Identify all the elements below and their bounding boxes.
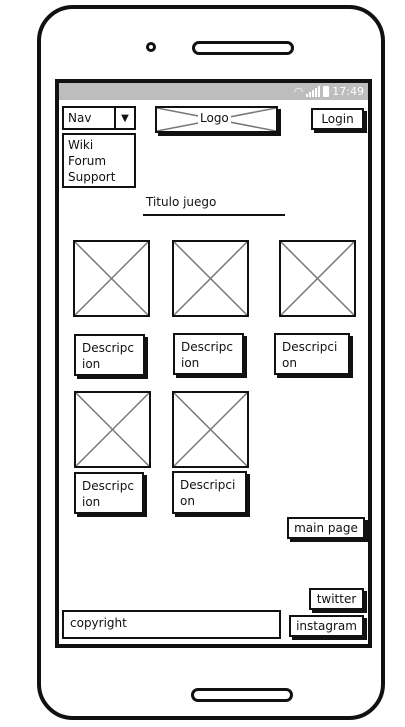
signal-icon [306,86,321,97]
nav-menu: Wiki Forum Support [62,133,136,188]
login-button[interactable]: Login [311,108,364,130]
game-description-3: Descripcion [274,333,350,375]
game-image-1[interactable] [73,240,150,317]
chevron-down-icon[interactable]: ▼ [114,108,134,128]
twitter-button[interactable]: twitter [309,588,364,610]
image-placeholder-icon [281,242,354,315]
speaker-slot [192,41,294,55]
status-time: 17:49 [332,85,364,98]
nav-dropdown[interactable]: Nav ▼ [62,106,136,130]
game-description-1: Descripcion [74,334,145,376]
image-placeholder-icon [174,242,247,315]
page-title: Titulo juego [146,195,217,209]
nav-menu-item-support[interactable]: Support [68,170,116,184]
game-image-5[interactable] [172,391,249,468]
game-description-5: Descripcion [172,471,247,514]
image-placeholder-icon [76,393,149,466]
home-button[interactable] [191,688,293,702]
wifi-icon: ◠ [293,85,304,98]
image-placeholder-icon [75,242,148,315]
nav-label: Nav [68,111,92,125]
logo-label: Logo [198,111,231,125]
copyright-text: copyright [62,610,281,639]
game-image-2[interactable] [172,240,249,317]
logo[interactable]: Logo [155,106,278,133]
instagram-button[interactable]: instagram [289,615,364,637]
camera-icon [146,42,156,52]
battery-icon [323,86,330,97]
title-underline [143,214,285,216]
nav-menu-item-wiki[interactable]: Wiki [68,138,94,152]
status-bar: ◠ 17:49 [59,83,368,100]
game-image-4[interactable] [74,391,151,468]
phone-screen: ◠ 17:49 Nav ▼ Wiki Forum Support Logo Lo… [55,79,372,648]
game-description-4: Descripcion [74,472,144,514]
game-description-2: Descripcion [173,333,244,375]
game-image-3[interactable] [279,240,356,317]
nav-menu-item-forum[interactable]: Forum [68,154,107,168]
image-placeholder-icon [174,393,247,466]
main-page-button[interactable]: main page [287,517,365,539]
